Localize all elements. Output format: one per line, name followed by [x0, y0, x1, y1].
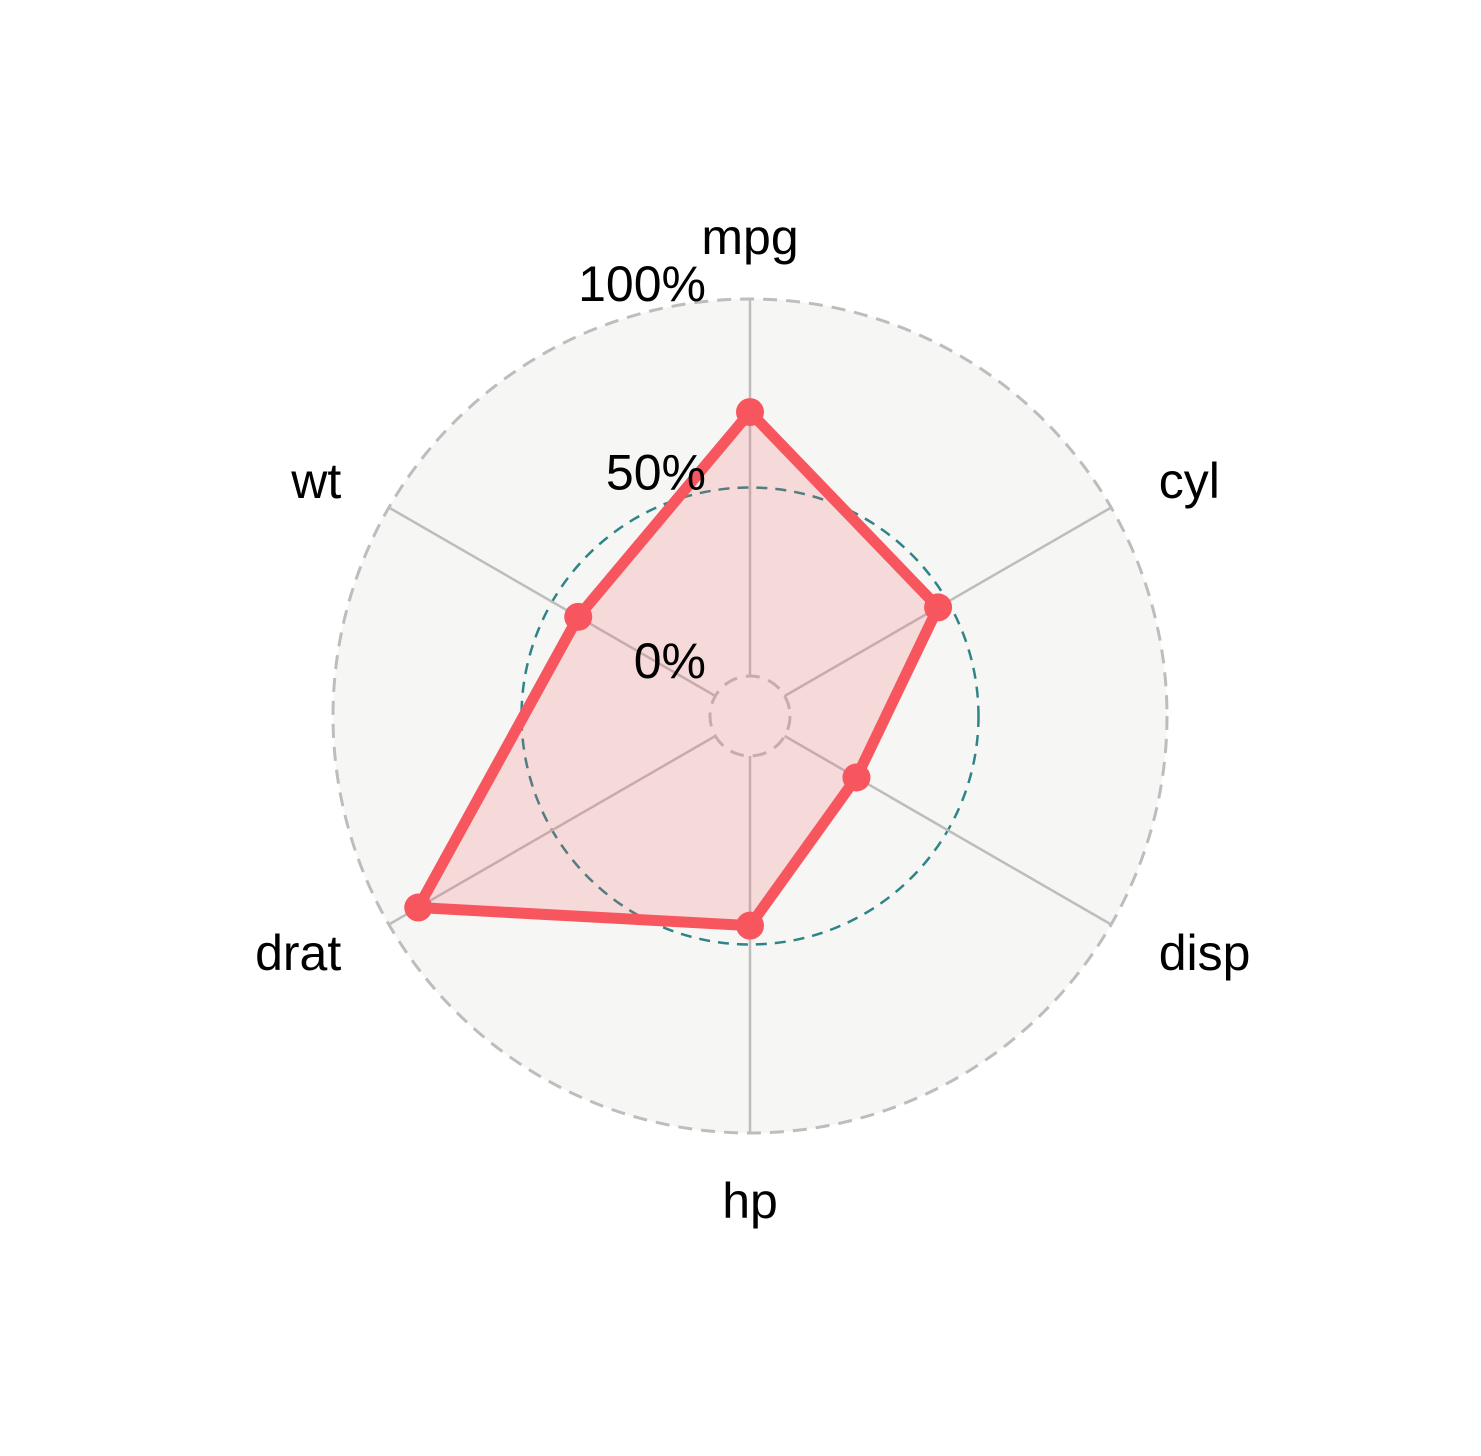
radar-labels: 0% 50% 100%mpg cyl disp hp drat wt — [255, 209, 1250, 1229]
radar-panel — [333, 299, 1167, 1133]
grid-label-2: 100% — [578, 256, 706, 312]
axis-line-disp — [784, 734, 1112, 926]
axis-label-drat: drat — [255, 925, 341, 981]
grid-circle-1 — [520, 486, 980, 946]
axis-label-cyl: cyl — [1159, 453, 1220, 509]
axis-line-wt — [388, 506, 716, 698]
point-mpg — [736, 398, 764, 427]
axis-label-disp: disp — [1159, 925, 1251, 981]
point-disp — [842, 763, 871, 792]
axis-line-drat — [388, 734, 716, 926]
point-cyl — [924, 593, 953, 622]
grid-label-1: 50% — [606, 445, 706, 501]
axis-label-hp: hp — [722, 1173, 778, 1229]
point-hp — [736, 911, 764, 940]
radar-background-disk — [333, 299, 1167, 1133]
point-wt — [564, 602, 593, 631]
point-drat — [404, 893, 433, 922]
axis-label-wt: wt — [290, 453, 341, 509]
grid-label-0: 0% — [634, 633, 706, 689]
axis-label-mpg: mpg — [701, 209, 798, 265]
radar-series — [404, 398, 953, 940]
series-area-0 — [418, 412, 939, 926]
